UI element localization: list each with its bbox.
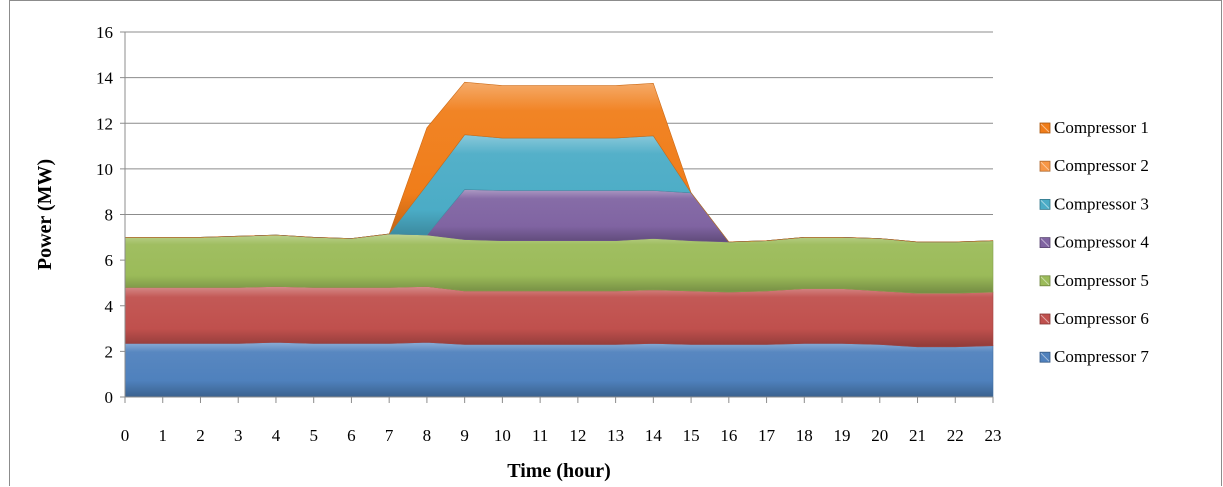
y-tick-label: 6 <box>105 251 114 270</box>
x-axis-title: Time (hour) <box>507 460 611 482</box>
x-tick-label: 9 <box>460 426 469 445</box>
legend-label: Compressor 2 <box>1054 156 1149 175</box>
y-axis-title: Power (MW) <box>34 159 56 270</box>
x-tick-label: 18 <box>796 426 813 445</box>
area-compressor-4 <box>125 189 994 243</box>
legend-swatch-mark <box>1040 123 1050 133</box>
y-tick-label: 14 <box>96 69 114 88</box>
x-tick-label: 23 <box>985 426 1002 445</box>
x-tick-label: 6 <box>347 426 356 445</box>
x-tick-label: 16 <box>720 426 737 445</box>
x-tick-label: 15 <box>683 426 700 445</box>
legend-label: Compressor 6 <box>1054 309 1149 328</box>
y-tick-label: 2 <box>105 342 114 361</box>
legend: Compressor 1 Compressor 2 Compressor 3 Comp… <box>1039 118 1149 366</box>
y-tick-label: 10 <box>96 160 113 179</box>
x-tick-label: 20 <box>871 426 888 445</box>
x-tick-label: 11 <box>532 426 548 445</box>
legend-label: Compressor 1 <box>1054 118 1149 137</box>
legend-swatch-mark <box>1040 161 1050 171</box>
x-tick-label: 12 <box>569 426 586 445</box>
x-tick-label: 1 <box>158 426 167 445</box>
x-tick-label: 21 <box>909 426 926 445</box>
x-tick-label: 0 <box>121 426 130 445</box>
x-tick-label: 3 <box>234 426 243 445</box>
chart-frame: 0 2 4 6 8 10 12 14 16 0 1 2 3 4 5 6 7 8 9 10 11 12 13 14 15 16 17 1… <box>9 0 1222 486</box>
x-tick-label: 5 <box>309 426 318 445</box>
x-tick-label: 4 <box>272 426 281 445</box>
legend-swatch-mark <box>1040 238 1050 247</box>
y-tick-label: 0 <box>105 388 114 407</box>
x-tick-label: 22 <box>947 426 964 445</box>
x-tick-label: 7 <box>385 426 394 445</box>
y-tick-label: 12 <box>96 114 113 133</box>
area-compressor-1 <box>125 81 994 243</box>
legend-swatch-mark <box>1040 314 1050 324</box>
legend-swatch-mark <box>1040 276 1050 286</box>
y-tick-label: 8 <box>105 206 114 225</box>
legend-label: Compressor 4 <box>1054 233 1149 252</box>
legend-swatch-mark <box>1040 352 1050 362</box>
y-tick-label: 4 <box>105 297 114 316</box>
x-tick-label: 8 <box>423 426 432 445</box>
y-tick-label: 16 <box>96 23 113 42</box>
legend-label: Compressor 3 <box>1054 194 1149 213</box>
x-tick-label: 17 <box>758 426 776 445</box>
x-tick-label: 13 <box>607 426 624 445</box>
x-tick-label: 14 <box>645 426 663 445</box>
x-tick-label: 2 <box>196 426 205 445</box>
x-tick-label: 10 <box>494 426 511 445</box>
legend-label: Compressor 5 <box>1054 271 1149 290</box>
area-compressor-7 <box>124 341 994 398</box>
legend-swatch-mark <box>1040 200 1050 209</box>
area-compressor-6 <box>124 286 994 348</box>
area-compressor-5 <box>124 233 994 294</box>
legend-label: Compressor 7 <box>1054 347 1149 366</box>
x-tick-label: 19 <box>834 426 851 445</box>
area-layer <box>124 81 994 398</box>
